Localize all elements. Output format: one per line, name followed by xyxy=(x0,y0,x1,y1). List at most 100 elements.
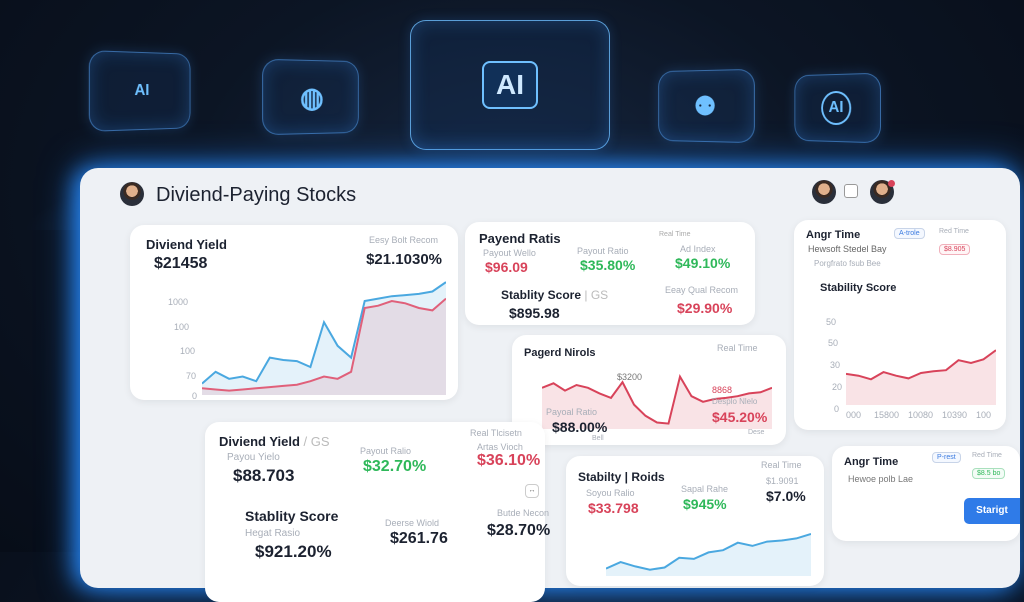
y-tick: 0 xyxy=(192,391,198,401)
value-pill: $8.5 bo xyxy=(972,468,1006,479)
y-tick: 0 xyxy=(834,404,840,414)
metric-label: Payout Ratio xyxy=(577,246,629,256)
card-percent: $21.1030% xyxy=(366,251,442,268)
filter-badge[interactable]: P-rest xyxy=(932,452,961,463)
pagerd-card: Pagerd Nirols Real Time $3200 Payoal Rat… xyxy=(512,335,786,445)
real-time-badge[interactable]: Real Time xyxy=(659,231,691,238)
payout-chart xyxy=(542,373,772,429)
value-pill: $8.905 xyxy=(939,244,971,255)
tag-separator: / GS xyxy=(303,434,330,449)
real-time-badge[interactable]: Red Time xyxy=(939,228,969,235)
page-title: Diviend-Paying Stocks xyxy=(156,184,357,206)
metric-label: Sapal Rahe xyxy=(681,484,729,494)
metric-value: $28.70% xyxy=(487,522,551,539)
tag: GS xyxy=(590,288,609,302)
metric-value: $45.20% xyxy=(712,409,768,425)
card-title: Angr Time xyxy=(844,456,899,468)
metric-label: Payout Wello xyxy=(483,248,536,258)
metric-label: Payout Ralio xyxy=(360,446,412,456)
real-time-badge[interactable]: Red Time xyxy=(972,452,1002,459)
metric-label: Soyou Ralio xyxy=(586,488,635,498)
metric-value: $35.80% xyxy=(580,257,636,273)
user-avatar[interactable] xyxy=(812,180,836,204)
stability-line xyxy=(846,349,996,381)
dividend-yield-gs-card: Diviend Yield / GS Real Tlcisetn Payou Y… xyxy=(205,422,550,602)
card-value: $21458 xyxy=(154,255,208,272)
card-subtitle: Hewoe polb Lae xyxy=(848,474,914,484)
stability-roids-card: Stabilty | Roids Real Time Soyou Ralio S… xyxy=(566,456,824,586)
dividend-yield-card: Diviend Yield $21458 Eesy Bolt Recom $21… xyxy=(130,225,458,401)
expand-button[interactable]: ↔ xyxy=(525,484,539,498)
metric-value: $895.98 xyxy=(509,305,560,321)
card-title-group: Diviend Yield / GS xyxy=(219,434,330,449)
tile-label: AI xyxy=(821,90,852,126)
tile-label: AI xyxy=(482,61,538,109)
data-label: 8868 xyxy=(712,385,733,395)
notification-dot xyxy=(888,180,895,187)
payend-ratio-card: Payend Ratis Real Time Payout Wello Payo… xyxy=(465,222,755,325)
real-time-badge[interactable]: Real Tlcisetn xyxy=(470,428,522,438)
payout-area xyxy=(542,376,772,429)
metric-value: $36.10% xyxy=(477,452,541,469)
card-title: Payend Ratis xyxy=(479,231,561,246)
metric-label: $1.9091 xyxy=(766,476,799,486)
avatar[interactable] xyxy=(120,182,144,206)
metric-value: $261.76 xyxy=(390,530,448,547)
card-subtitle: Hewsoft Stedel Bay xyxy=(808,244,887,254)
metric-value: $945% xyxy=(683,496,727,512)
card-title: Diviend Yield xyxy=(146,237,227,252)
metric-label: Hegat Rasio xyxy=(245,528,301,539)
metric-label: Payoal Ratio xyxy=(546,407,598,417)
y-tick: 70 xyxy=(186,371,197,381)
y-tick: 30 xyxy=(830,360,841,370)
metric-value: $88.00% xyxy=(552,419,608,435)
y-tick: 1000 xyxy=(168,297,189,307)
series-1-area xyxy=(202,298,446,395)
angr-time-card: Angr Time P-rest Red Time Hewoe polb Lae… xyxy=(832,446,1020,541)
card-title: Stabilty | Roids xyxy=(578,470,665,484)
square-button[interactable] xyxy=(844,184,858,198)
card-title: Stablity Score xyxy=(245,508,339,524)
y-tick: 50 xyxy=(828,338,839,348)
x-tick: 10080 xyxy=(908,410,934,420)
metric-value: $33.798 xyxy=(588,500,639,516)
metric-value: $921.20% xyxy=(255,542,332,561)
metric-value: $7.0% xyxy=(766,488,806,504)
brain-icon: ◍ xyxy=(262,58,359,136)
metric-value: $32.70% xyxy=(363,458,427,475)
y-tick: 100 xyxy=(180,346,196,356)
real-time-badge[interactable]: Real Time xyxy=(761,460,802,470)
stability-title: Stablity Score | GS xyxy=(501,288,608,302)
start-button[interactable]: Starigt xyxy=(964,498,1020,524)
x-tick: 15800 xyxy=(874,410,900,420)
robot-icon: ⚉ xyxy=(658,68,755,144)
robot-glyph: ⚉ xyxy=(693,90,717,121)
card-subtitle: Porgfrato fsub Bee xyxy=(814,259,881,268)
x-tick: 10390 xyxy=(942,410,968,420)
metric-label: Deerse Wiold xyxy=(385,518,440,528)
series-0-line xyxy=(202,281,446,385)
y-tick: 100 xyxy=(174,322,190,332)
stability-score-card: Angr Time A-trole Red Time Hewsoft Stede… xyxy=(794,220,1006,430)
ai-chip-icon: AI xyxy=(410,20,610,150)
real-time-badge[interactable]: Real Time xyxy=(717,343,758,353)
card-subtitle: Eesy Bolt Recom xyxy=(368,235,438,245)
metric-value: $29.90% xyxy=(677,300,733,316)
chart-title: Stability Score xyxy=(820,282,897,294)
series-1-line xyxy=(202,297,446,392)
metric-label: Ad Index xyxy=(680,244,716,254)
tile-label: AI xyxy=(134,81,150,100)
metric-label: Desplo Nlelo xyxy=(712,397,758,406)
filter-badge[interactable]: A-trole xyxy=(894,228,925,239)
metric-label: Butde Necon xyxy=(497,508,550,518)
dividend-yield-chart xyxy=(202,281,446,395)
card-title: Stablity Score xyxy=(501,288,582,302)
tag: GS xyxy=(310,434,330,449)
card-title: Pagerd Nirols xyxy=(524,347,596,359)
metric-value: $88.703 xyxy=(233,466,295,485)
stability-score-chart xyxy=(846,349,996,405)
stability-chart xyxy=(606,533,811,576)
metric-label: Eeay Qual Recom xyxy=(665,285,739,295)
series-0-area xyxy=(202,282,446,395)
tag-separator: | GS xyxy=(584,288,609,302)
